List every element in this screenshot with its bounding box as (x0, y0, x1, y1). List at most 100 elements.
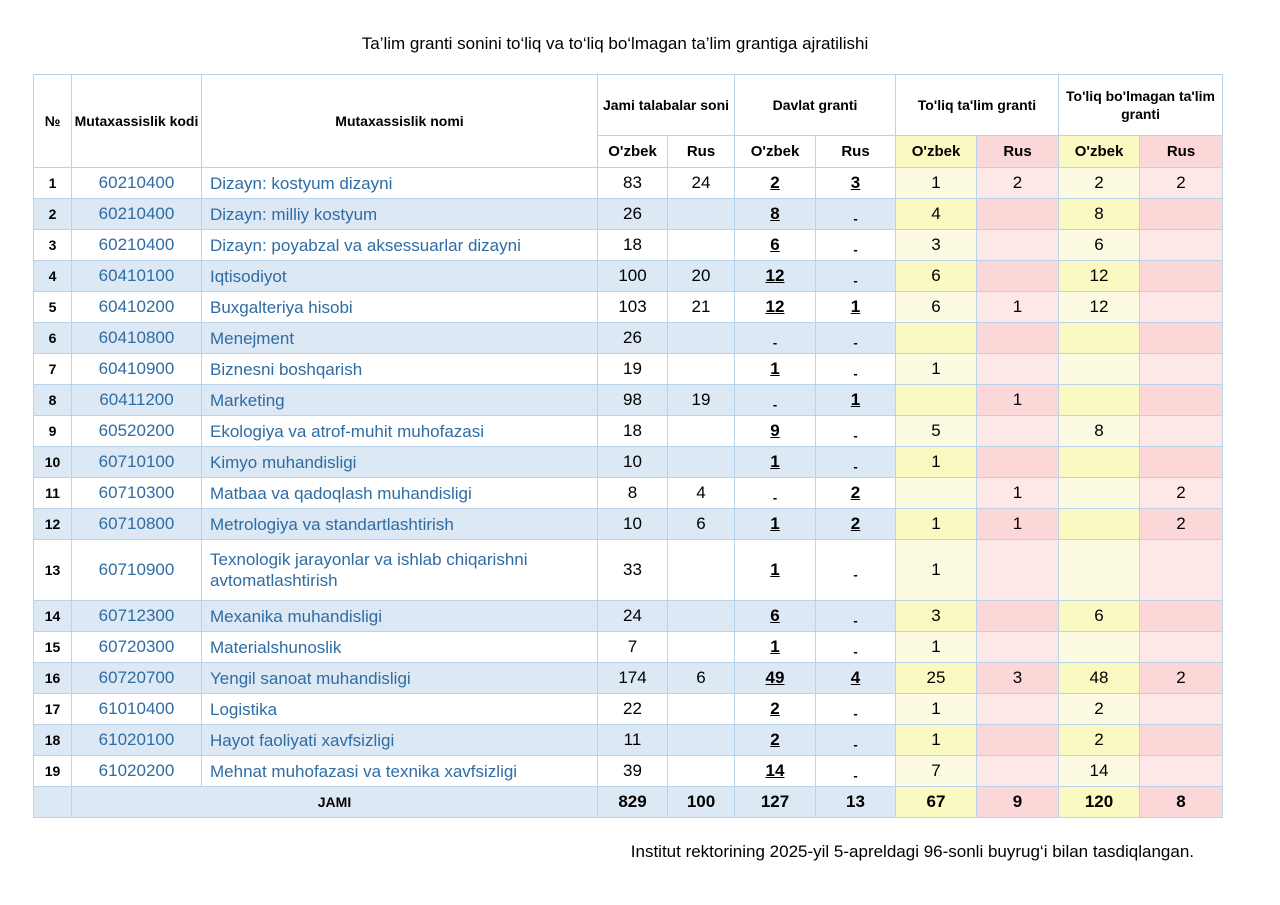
state-grant-ru-value: 2 (850, 483, 861, 502)
full-grant-uz (895, 384, 977, 416)
partial-grant-ru: 2 (1138, 508, 1224, 540)
partial-grant-uz: 8 (1058, 198, 1140, 230)
partial-grant-uz (1058, 322, 1140, 354)
total-students-uz: 174 (597, 662, 668, 694)
state-grant-ru-value: - (853, 613, 858, 628)
total-students-ru (667, 693, 735, 725)
total-students-uz: 26 (597, 322, 668, 354)
row-number: 5 (33, 291, 72, 323)
full-grant-ru (976, 446, 1059, 478)
row-number: 17 (33, 693, 72, 725)
state-grant-uz-value: 1 (770, 452, 780, 471)
state-grant-ru: 2 (815, 508, 896, 540)
state-grant-uz: 12 (734, 291, 816, 323)
specialty-name: Mexanika muhandisligi (201, 600, 598, 632)
specialty-name: Biznesni boshqarish (201, 353, 598, 385)
full-grant-uz: 1 (895, 353, 977, 385)
state-grant-uz: - (734, 322, 816, 354)
total-students-uz: 100 (597, 260, 668, 292)
total-students-uz: 24 (597, 600, 668, 632)
table-row: 6 60410800 Menejment 26 - - (33, 322, 1224, 354)
row-number: 11 (33, 477, 72, 509)
partial-grant-uz: 2 (1058, 167, 1140, 199)
partial-grant-ru (1138, 260, 1224, 292)
specialty-name: Matbaa va qadoqlash muhandisligi (201, 477, 598, 509)
state-grant-uz-value: 14 (765, 761, 785, 780)
header-partial-grant: To'liq bo'lmagan ta'lim granti (1057, 74, 1224, 136)
full-grant-ru: 1 (976, 384, 1059, 416)
table-row: 4 60410100 Iqtisodiyot 100 20 12 - 6 12 (33, 260, 1224, 292)
state-grant-uz-value: - (772, 397, 778, 412)
state-grant-ru: - (815, 631, 896, 663)
table-row: 9 60520200 Ekologiya va atrof-muhit muhofa… (33, 415, 1224, 447)
total-students-ru: 19 (667, 384, 735, 416)
total-students-uz: 10 (597, 508, 668, 540)
total-students-ru (667, 415, 735, 447)
partial-grant-ru (1138, 415, 1224, 447)
specialty-code: 60210400 (71, 167, 202, 199)
state-grant-uz: 14 (734, 755, 816, 787)
specialty-code: 60710800 (71, 508, 202, 540)
partial-grant-ru (1138, 600, 1224, 632)
state-grant-ru: - (815, 353, 896, 385)
state-grant-ru: - (815, 693, 896, 725)
row-number: 1 (33, 167, 72, 199)
specialty-name: Yengil sanoat muhandisligi (201, 662, 598, 694)
specialty-name: Metrologiya va standartlashtirish (201, 508, 598, 540)
full-grant-ru: 1 (976, 508, 1059, 540)
total-students-uz: 10 (597, 446, 668, 478)
state-grant-uz: 2 (734, 693, 816, 725)
header-total-students: Jami talabalar soni (597, 74, 735, 136)
full-grant-ru: 1 (976, 477, 1059, 509)
partial-grant-uz (1058, 384, 1140, 416)
total-students-ru: 6 (667, 508, 735, 540)
full-grant-ru (976, 755, 1059, 787)
state-grant-ru: 1 (815, 384, 896, 416)
state-grant-ru-value: - (853, 366, 858, 381)
state-grant-uz: 1 (734, 446, 816, 478)
subheader-uz: O'zbek (1058, 135, 1140, 168)
state-grant-ru-value: 1 (850, 297, 861, 316)
total-students-uz: 39 (597, 755, 668, 787)
partial-grant-uz: 2 (1058, 724, 1140, 756)
state-grant-uz-value: 1 (770, 514, 780, 533)
state-grant-uz-value: 2 (770, 173, 780, 192)
state-grant-uz: 1 (734, 353, 816, 385)
partial-grant-uz (1058, 508, 1140, 540)
state-grant-uz-value: 1 (770, 560, 780, 579)
state-grant-uz: 8 (734, 198, 816, 230)
specialty-code: 60411200 (71, 384, 202, 416)
state-grant-uz-value: 2 (770, 730, 780, 749)
full-grant-uz: 1 (895, 446, 977, 478)
specialty-code: 60710100 (71, 446, 202, 478)
row-number: 8 (33, 384, 72, 416)
state-grant-uz: 1 (734, 508, 816, 540)
partial-grant-ru (1138, 693, 1224, 725)
specialty-code: 60210400 (71, 229, 202, 261)
state-grant-ru-value: - (853, 335, 858, 350)
state-grant-ru-value: - (853, 211, 858, 226)
partial-grant-uz: 14 (1058, 755, 1140, 787)
table-row: 11 60710300 Matbaa va qadoqlash muhandisli… (33, 477, 1224, 509)
header-name: Mutaxassislik nomi (201, 74, 598, 168)
total-students-ru (667, 353, 735, 385)
specialty-name: Texnologik jarayonlar va ishlab chiqaris… (201, 539, 598, 601)
total-students-ru (667, 600, 735, 632)
table-row: 7 60410900 Biznesni boshqarish 19 1 - 1 (33, 353, 1224, 385)
subheader-ru: Rus (815, 135, 896, 168)
total-students-ru (667, 539, 735, 601)
row-number: 13 (33, 539, 72, 601)
state-grant-uz: 2 (734, 724, 816, 756)
row-number: 6 (33, 322, 72, 354)
total-students-ru (667, 322, 735, 354)
table-row: 13 60710900 Texnologik jarayonlar va ishla… (33, 539, 1224, 601)
row-number: 18 (33, 724, 72, 756)
specialty-name: Mehnat muhofazasi va texnika xavfsizligi (201, 755, 598, 787)
state-grant-uz-value: 12 (765, 266, 785, 285)
full-grant-uz: 6 (895, 291, 977, 323)
state-grant-uz-value: 1 (770, 637, 780, 656)
full-grant-ru (976, 198, 1059, 230)
full-grant-ru (976, 631, 1059, 663)
state-grant-uz-value: 8 (770, 204, 780, 223)
partial-grant-ru: 2 (1138, 167, 1224, 199)
